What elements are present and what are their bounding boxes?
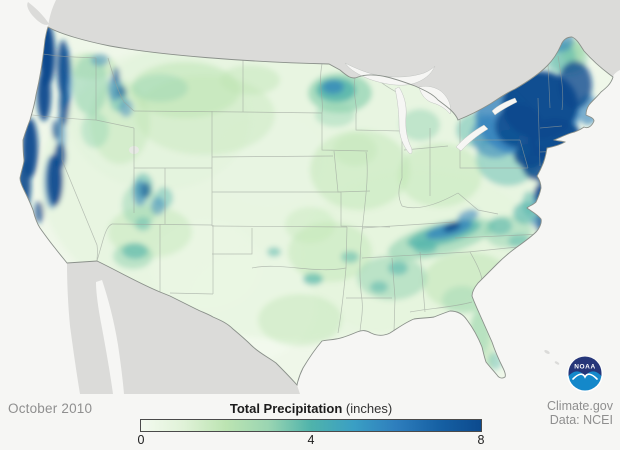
- precip-blob: [398, 143, 482, 207]
- legend-title: Total Precipitation (inches): [140, 401, 482, 416]
- precip-blob: [285, 207, 335, 243]
- bahamas-island: [544, 350, 550, 354]
- precip-blob: [413, 240, 437, 254]
- precip-blob: [72, 55, 108, 115]
- precip-blob: [303, 273, 323, 285]
- precip-blob: [443, 222, 461, 232]
- precip-blob: [388, 261, 408, 275]
- mexico-region: [67, 261, 300, 394]
- source-data: Data: NCEI: [549, 413, 613, 427]
- precip-blob: [370, 281, 388, 293]
- great-lakes: [344, 62, 518, 154]
- lake-michigan: [394, 86, 413, 154]
- precip-blob: [52, 120, 60, 140]
- precip-blob: [333, 134, 377, 166]
- source-site: Climate.gov: [547, 399, 613, 413]
- precip-blob: [34, 201, 44, 223]
- precip-blob: [495, 104, 543, 148]
- precip-blob: [132, 74, 188, 102]
- gulf-of-california: [96, 280, 124, 394]
- source-attribution: Climate.gov Data: NCEI: [547, 399, 613, 427]
- legend-title-bold: Total Precipitation: [229, 401, 343, 416]
- period-label: October 2010: [8, 401, 93, 416]
- noaa-logo: NOAA: [567, 356, 603, 392]
- lake-huron: [418, 86, 451, 115]
- precip-blob: [514, 144, 546, 168]
- precip-blob: [442, 286, 482, 314]
- precip-blob: [315, 103, 355, 127]
- legend-tick-mid: 4: [307, 433, 315, 447]
- precip-blob: [57, 40, 69, 96]
- lake-ontario: [491, 97, 518, 116]
- canada-region: [48, 0, 620, 120]
- precip-blob: [488, 217, 512, 235]
- precip-blob: [20, 159, 31, 211]
- precip-blob: [141, 182, 151, 198]
- precip-blob: [558, 61, 592, 109]
- precip-blob: [91, 54, 109, 66]
- precip-blob: [457, 209, 479, 223]
- legend-tick-min: 0: [137, 433, 145, 447]
- lake-erie: [455, 124, 489, 152]
- vancouver-island: [27, 2, 49, 25]
- precip-blob: [119, 99, 133, 117]
- precip-blob: [59, 86, 69, 126]
- precip-blob: [267, 247, 281, 257]
- noaa-logo-text: NOAA: [574, 364, 596, 371]
- precip-blob: [322, 80, 344, 94]
- precip-blob: [258, 294, 342, 346]
- noaa-gull-icon: [572, 373, 598, 380]
- us-outline: [19, 26, 614, 386]
- precip-blob: [151, 197, 165, 215]
- precip-blob: [341, 251, 359, 263]
- bahamas-island: [554, 361, 560, 365]
- legend-gradient-bar: [140, 419, 482, 432]
- precip-blob: [81, 112, 109, 148]
- noaa-logo-sky: [568, 356, 602, 377]
- precip-blob: [122, 243, 148, 259]
- precip-blob: [117, 86, 127, 98]
- precip-blob: [37, 69, 51, 121]
- legend-title-units: (inches): [345, 401, 393, 416]
- precip-blob: [112, 67, 120, 83]
- legend-tick-max: 8: [477, 433, 485, 447]
